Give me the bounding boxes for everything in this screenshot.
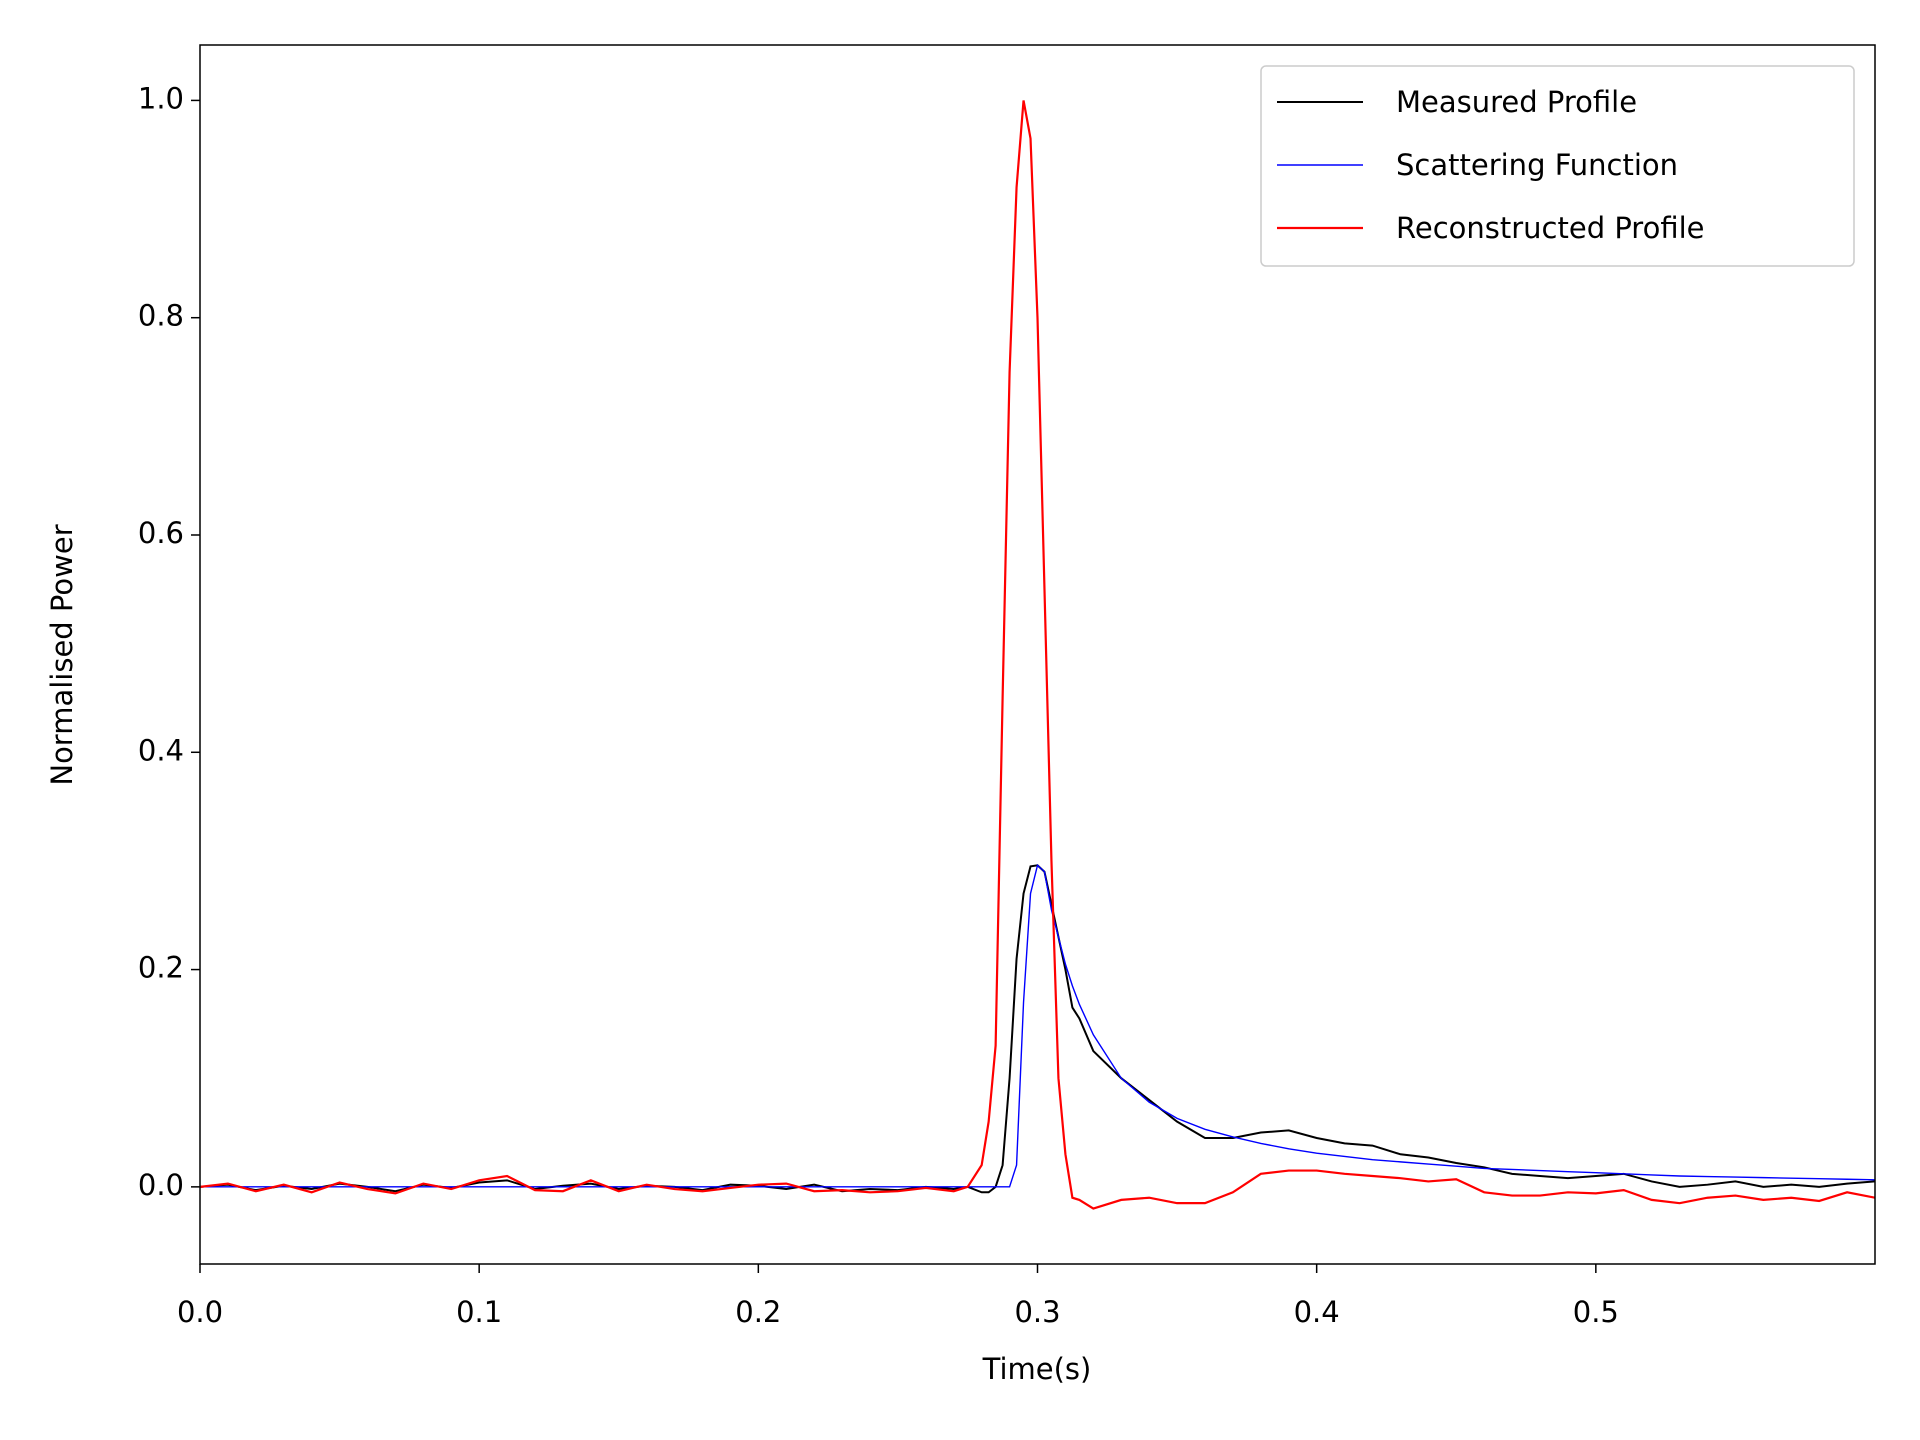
y-tick-label: 0.6 <box>138 516 184 550</box>
y-tick-label: 0.4 <box>138 733 184 767</box>
legend-box <box>1260 65 1855 267</box>
data-line <box>200 864 1875 1194</box>
x-tick-label: 0.0 <box>177 1295 223 1329</box>
data-line <box>200 100 1875 1210</box>
y-axis-label: Normalised Power <box>45 524 79 785</box>
y-tick-label: 0.8 <box>138 299 184 333</box>
plot-frame <box>199 44 1876 1265</box>
x-axis-label: Time(s) <box>982 1352 1092 1386</box>
y-tick-label: 0.2 <box>138 951 184 985</box>
x-tick-label: 0.1 <box>456 1295 502 1329</box>
x-tick-label: 0.2 <box>735 1295 781 1329</box>
legend-label: Reconstructed Profile <box>1396 211 1705 245</box>
x-tick-label: 0.3 <box>1014 1295 1060 1329</box>
x-tick-label: 0.4 <box>1294 1295 1340 1329</box>
x-tick-label: 0.5 <box>1573 1295 1619 1329</box>
data-line <box>200 863 1875 1188</box>
legend-label: Measured Profile <box>1396 85 1637 119</box>
y-tick-label: 0.0 <box>138 1168 184 1202</box>
y-tick-label: 1.0 <box>138 81 184 115</box>
legend-label: Scattering Function <box>1396 148 1678 182</box>
